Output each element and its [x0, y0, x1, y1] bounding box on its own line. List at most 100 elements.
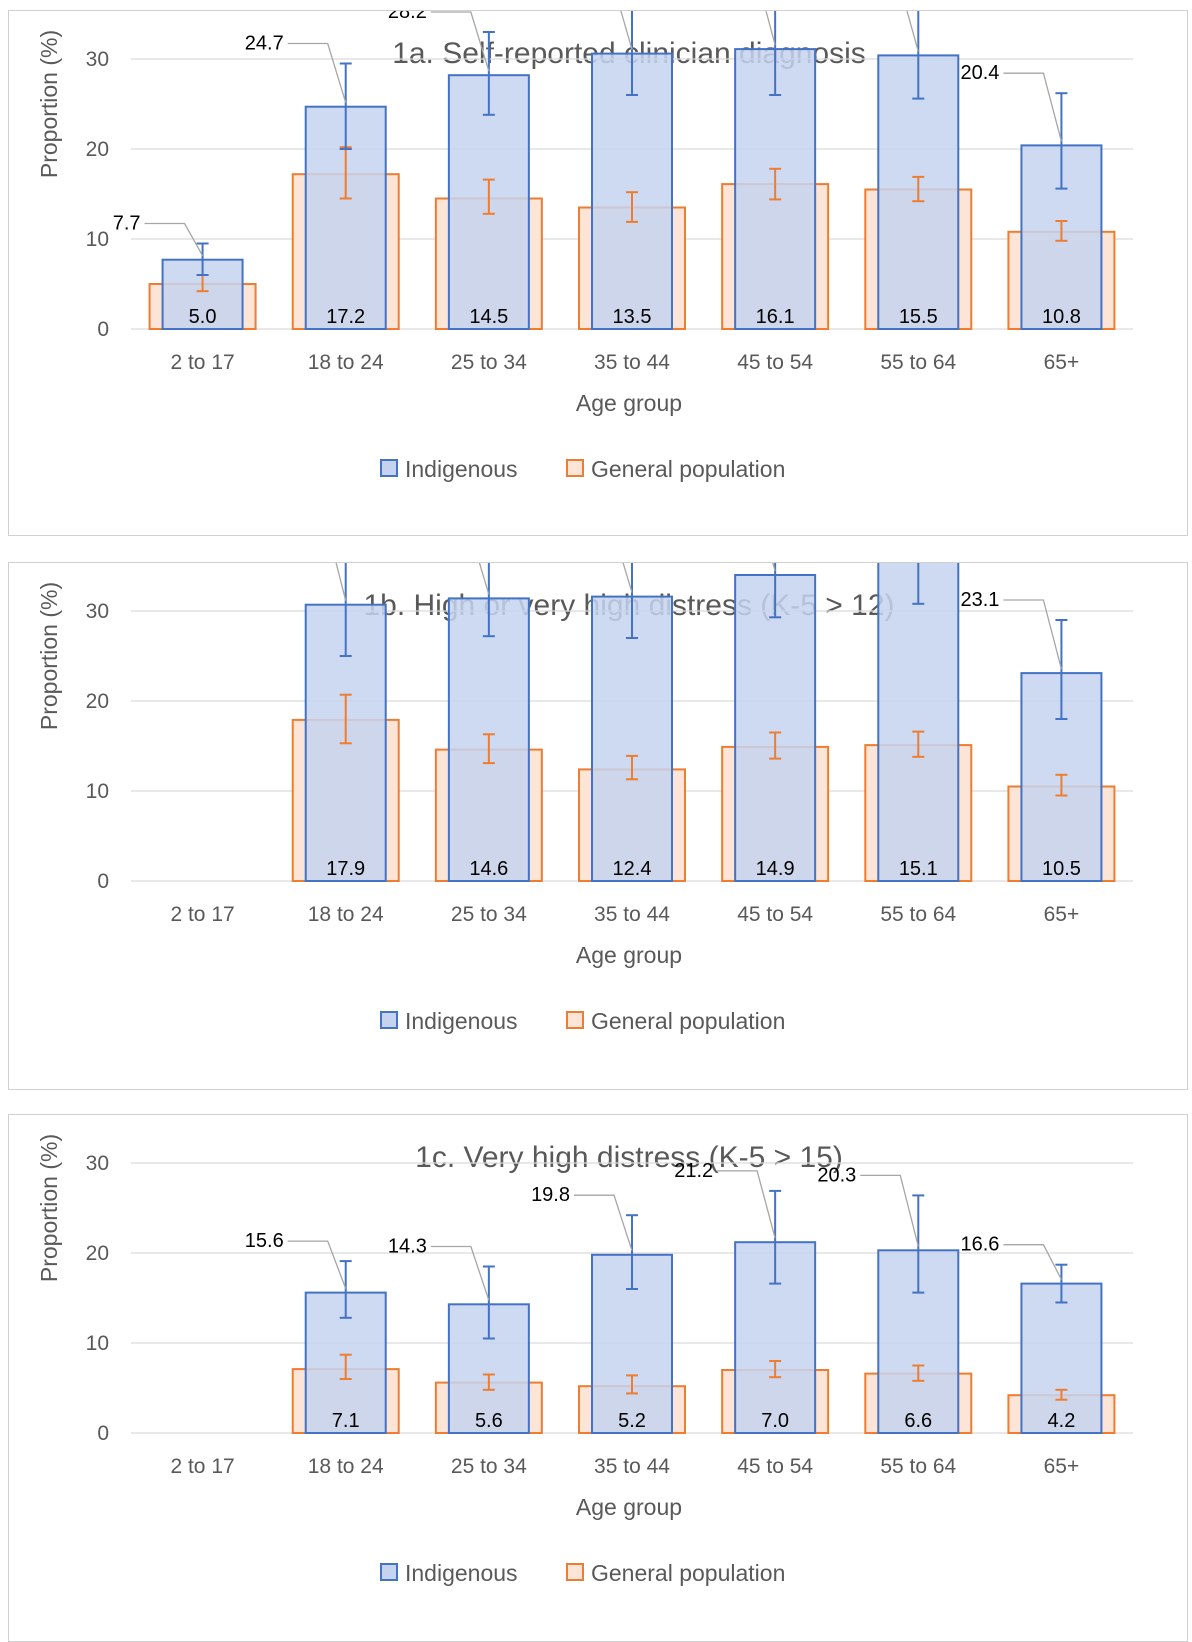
x-tick-label: 25 to 34 [451, 351, 527, 374]
x-tick-label: 55 to 64 [880, 1455, 956, 1478]
legend-swatch-general-population [566, 459, 584, 477]
data-label-general-population: 17.9 [326, 858, 365, 880]
bar-indigenous [1020, 1282, 1103, 1434]
y-axis-label: Proportion (%) [36, 582, 62, 730]
data-label-general-population: 7.1 [332, 1410, 360, 1432]
data-label-leader-line [717, 1170, 776, 1239]
bar-indigenous [877, 563, 960, 882]
data-label-leader-line [622, 563, 633, 593]
x-tick-label: 55 to 64 [880, 903, 956, 926]
bar-chart-1b: 1b. High or very high distress (K-5 > 12… [36, 563, 1133, 1034]
data-label-general-population: 15.1 [899, 858, 938, 880]
x-tick-label: 18 to 24 [308, 1455, 384, 1478]
x-tick-label: 45 to 54 [737, 351, 813, 374]
data-label-general-population: 7.0 [761, 1410, 789, 1432]
data-label-leader-line [430, 11, 490, 72]
data-label-leader-line [772, 563, 776, 572]
x-axis-label: Age group [576, 390, 682, 416]
data-label-general-population: 12.4 [613, 858, 652, 880]
y-tick-label: 0 [97, 318, 109, 341]
data-label-indigenous: 20.3 [817, 1164, 856, 1186]
data-label-general-population: 13.5 [613, 306, 652, 328]
legend-swatch-indigenous [380, 1563, 398, 1581]
y-tick-label: 0 [97, 870, 109, 893]
x-tick-label: 65+ [1044, 903, 1080, 926]
x-axis-label: Age group [576, 942, 682, 968]
y-axis-label: Proportion (%) [36, 1134, 62, 1282]
bar-chart-1a: 1a. Self-reported clinician diagnosis010… [36, 11, 1133, 482]
data-label-indigenous: 7.7 [113, 213, 141, 235]
x-tick-label: 35 to 44 [594, 1455, 670, 1478]
y-tick-label: 10 [86, 228, 109, 251]
data-label-leader-line [1003, 599, 1063, 670]
data-label-leader-line [620, 11, 633, 50]
x-tick-label: 2 to 17 [170, 1455, 234, 1478]
data-label-indigenous: 20.4 [960, 62, 999, 84]
chart-title: 1c. Very high distress (K-5 > 15) [415, 1141, 843, 1174]
data-label-indigenous: 21.2 [674, 1160, 713, 1182]
data-label-general-population: 15.5 [899, 306, 938, 328]
data-label-leader-line [1003, 1244, 1063, 1280]
x-tick-label: 18 to 24 [308, 351, 384, 374]
y-tick-label: 20 [86, 1242, 109, 1265]
data-label-indigenous: 24.7 [245, 33, 284, 55]
y-tick-label: 20 [86, 690, 109, 713]
data-label-indigenous: 23.1 [960, 589, 999, 611]
data-label-indigenous: 28.2 [388, 11, 427, 23]
data-label-general-population: 14.9 [756, 858, 795, 880]
data-label-indigenous: 14.3 [388, 1236, 427, 1258]
x-tick-label: 65+ [1044, 351, 1080, 374]
data-label-leader-line [765, 11, 776, 46]
data-label-indigenous: 15.6 [245, 1230, 284, 1252]
data-label-general-population: 4.2 [1048, 1410, 1076, 1432]
x-tick-label: 2 to 17 [170, 903, 234, 926]
x-tick-label: 45 to 54 [737, 1455, 813, 1478]
y-tick-label: 10 [86, 780, 109, 803]
data-label-general-population: 10.8 [1042, 306, 1081, 328]
chart-panel-1c: 1c. Very high distress (K-5 > 15) 0 10 20 30… [8, 1114, 1188, 1642]
bar-chart-1c: 1c. Very high distress (K-5 > 15) 0 10 20 30… [36, 1134, 1133, 1586]
chart-panel-1a: 1a. Self-reported clinician diagnosis010… [8, 10, 1188, 536]
legend-label-indigenous: Indigenous [405, 1008, 518, 1034]
data-label-leader-line [906, 11, 919, 52]
x-tick-label: 55 to 64 [880, 351, 956, 374]
data-label-general-population: 10.5 [1042, 858, 1081, 880]
data-label-general-population: 14.5 [469, 306, 508, 328]
data-label-general-population: 6.6 [904, 1410, 932, 1432]
data-label-leader-line [574, 1194, 633, 1252]
data-label-general-population: 17.2 [326, 306, 365, 328]
bar-indigenous [734, 574, 817, 882]
data-label-leader-line [1003, 72, 1063, 142]
data-label-leader-line [287, 42, 347, 103]
y-axis-label: Proportion (%) [36, 30, 62, 178]
data-label-leader-line [144, 222, 204, 257]
y-tick-label: 10 [86, 1332, 109, 1355]
x-tick-label: 25 to 34 [451, 903, 527, 926]
x-tick-label: 18 to 24 [308, 903, 384, 926]
legend-label-general-population: General population [591, 456, 785, 482]
legend-swatch-general-population [566, 1563, 584, 1581]
legend-label-general-population: General population [591, 1008, 785, 1034]
legend-swatch-general-population [566, 1011, 584, 1029]
legend-swatch-indigenous [380, 459, 398, 477]
data-label-leader-line [860, 1174, 919, 1247]
chart-panel-1b: 1b. High or very high distress (K-5 > 12… [8, 562, 1188, 1090]
x-tick-label: 35 to 44 [594, 903, 670, 926]
x-tick-label: 35 to 44 [594, 351, 670, 374]
data-label-general-population: 16.1 [756, 306, 795, 328]
data-label-leader-line [287, 1240, 347, 1289]
legend-swatch-indigenous [380, 1011, 398, 1029]
data-label-indigenous: 16.6 [960, 1234, 999, 1256]
y-tick-label: 30 [86, 48, 109, 71]
legend-label-indigenous: Indigenous [405, 1560, 518, 1586]
x-tick-label: 65+ [1044, 1455, 1080, 1478]
legend-label-general-population: General population [591, 1560, 785, 1586]
data-label-indigenous: 19.8 [531, 1184, 570, 1206]
y-tick-label: 20 [86, 138, 109, 161]
data-label-general-population: 5.6 [475, 1410, 503, 1432]
y-tick-label: 30 [86, 600, 109, 623]
data-label-leader-line [335, 563, 347, 601]
data-label-general-population: 14.6 [469, 858, 508, 880]
x-tick-label: 25 to 34 [451, 1455, 527, 1478]
data-label-leader-line [430, 1245, 490, 1301]
